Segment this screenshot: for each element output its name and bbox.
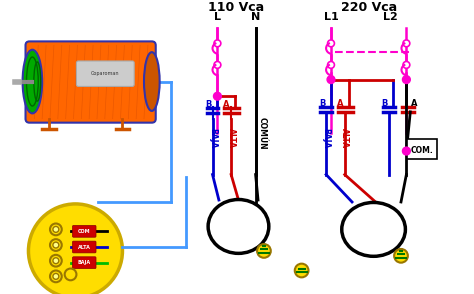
Circle shape	[214, 61, 221, 68]
FancyBboxPatch shape	[26, 41, 156, 123]
Text: BAJA: BAJA	[321, 128, 330, 148]
Text: N: N	[251, 12, 260, 22]
Text: A: A	[223, 100, 229, 108]
Circle shape	[53, 226, 59, 232]
FancyBboxPatch shape	[76, 61, 134, 86]
Circle shape	[50, 239, 62, 251]
Text: B: B	[382, 98, 388, 108]
Circle shape	[50, 270, 62, 282]
FancyBboxPatch shape	[407, 139, 437, 159]
Circle shape	[328, 61, 335, 68]
Circle shape	[214, 40, 221, 47]
Circle shape	[53, 242, 59, 248]
Text: L1: L1	[324, 12, 338, 22]
Circle shape	[403, 61, 410, 68]
Text: ALTA: ALTA	[78, 245, 91, 250]
Text: B: B	[205, 100, 212, 108]
Circle shape	[402, 147, 410, 155]
FancyBboxPatch shape	[73, 241, 96, 253]
Text: 220 Vca: 220 Vca	[341, 1, 397, 14]
Circle shape	[53, 273, 59, 279]
Text: ALTA: ALTA	[340, 128, 349, 148]
Ellipse shape	[342, 203, 405, 256]
Text: 110 Vca: 110 Vca	[209, 1, 264, 14]
Text: A: A	[337, 98, 343, 108]
Text: L: L	[214, 12, 221, 22]
Text: L2: L2	[383, 12, 398, 22]
Ellipse shape	[208, 200, 269, 253]
Ellipse shape	[144, 52, 160, 111]
Text: BAJA: BAJA	[208, 128, 217, 148]
Circle shape	[402, 76, 410, 83]
Text: COM: COM	[78, 229, 91, 234]
Circle shape	[64, 268, 76, 280]
Circle shape	[50, 223, 62, 235]
Text: COM.: COM.	[410, 146, 433, 155]
Ellipse shape	[23, 50, 42, 113]
Circle shape	[327, 76, 335, 83]
FancyBboxPatch shape	[73, 225, 96, 237]
Text: BAJA: BAJA	[78, 260, 91, 265]
Circle shape	[213, 92, 221, 100]
Circle shape	[295, 264, 309, 277]
Text: COMÚN: COMÚN	[258, 117, 267, 150]
Text: ALTA: ALTA	[227, 128, 236, 148]
Circle shape	[403, 40, 410, 47]
Circle shape	[328, 40, 335, 47]
Circle shape	[28, 204, 122, 294]
Text: B: B	[319, 98, 325, 108]
Circle shape	[50, 255, 62, 267]
Text: A: A	[411, 98, 418, 108]
Circle shape	[257, 244, 271, 258]
FancyBboxPatch shape	[73, 257, 96, 268]
Text: Coparoman: Coparoman	[91, 71, 119, 76]
Circle shape	[53, 258, 59, 264]
Circle shape	[394, 249, 408, 263]
